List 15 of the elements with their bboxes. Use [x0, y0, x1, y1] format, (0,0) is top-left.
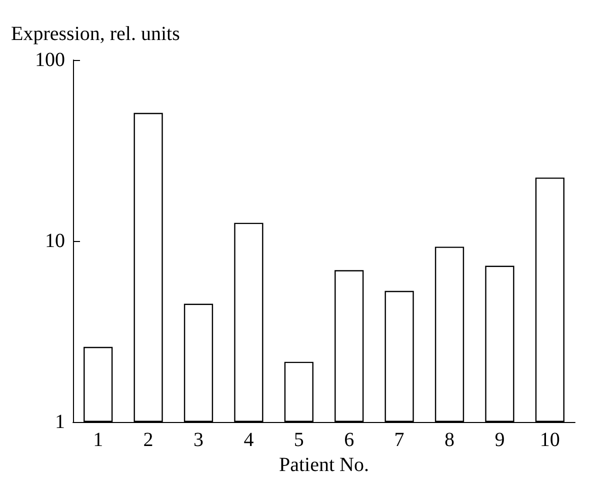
- y-tick-label: 100: [35, 49, 65, 71]
- x-tick-label: 9: [494, 429, 505, 451]
- x-tick-label: 1: [93, 429, 104, 451]
- x-tick-label: 7: [394, 429, 404, 451]
- x-tick-label: 10: [540, 429, 560, 451]
- x-tick-label: 8: [444, 429, 454, 451]
- x-tick-label: 6: [344, 429, 354, 451]
- y-tick-label: 1: [55, 411, 65, 433]
- y-tick-label: 10: [45, 230, 65, 252]
- x-tick-label: 4: [244, 429, 254, 451]
- x-tick-label: 3: [194, 429, 204, 451]
- y-axis-title: Expression, rel. units: [11, 23, 180, 45]
- x-tick-label: 2: [143, 429, 154, 451]
- x-axis-title: Patient No.: [279, 454, 369, 476]
- x-tick-label: 5: [294, 429, 304, 451]
